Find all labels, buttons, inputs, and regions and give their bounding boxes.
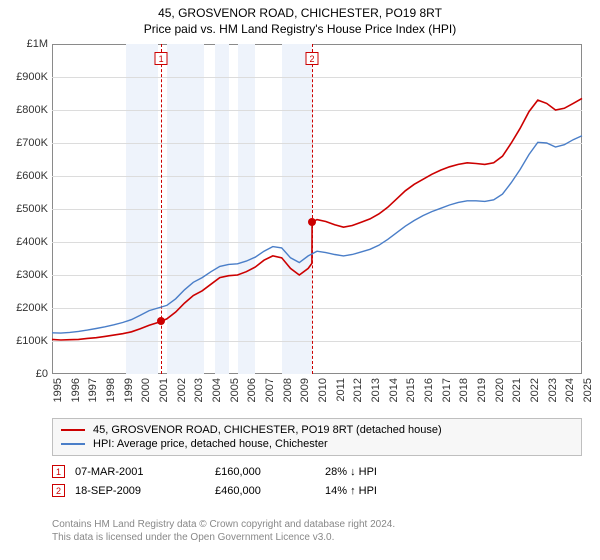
x-tick-label: 2022	[529, 378, 541, 418]
y-tick-label: £600K	[2, 170, 48, 182]
x-tick-label: 1995	[52, 378, 64, 418]
x-tick-label: 2006	[246, 378, 258, 418]
legend-swatch	[61, 443, 85, 445]
y-tick-label: £300K	[2, 269, 48, 281]
x-tick-label: 2023	[547, 378, 559, 418]
x-tick-label: 2013	[370, 378, 382, 418]
sale-delta: 28% ↓ HPI	[325, 466, 455, 478]
footer-line-1: Contains HM Land Registry data © Crown c…	[52, 518, 582, 531]
series-line-hpi	[52, 136, 582, 333]
series-line-subject	[52, 98, 582, 340]
x-tick-label: 2003	[193, 378, 205, 418]
y-tick-label: £700K	[2, 137, 48, 149]
footer-line-2: This data is licensed under the Open Gov…	[52, 531, 582, 544]
x-tick-label: 2010	[317, 378, 329, 418]
x-tick-label: 2007	[264, 378, 276, 418]
legend-area: 45, GROSVENOR ROAD, CHICHESTER, PO19 8RT…	[52, 418, 582, 500]
x-tick-label: 2015	[405, 378, 417, 418]
x-tick-label: 2009	[299, 378, 311, 418]
x-tick-label: 2019	[476, 378, 488, 418]
sales-table: 1 07-MAR-2001 £160,000 28% ↓ HPI 2 18-SEP-200…	[52, 462, 582, 500]
chart-container: 45, GROSVENOR ROAD, CHICHESTER, PO19 8RT…	[0, 0, 600, 560]
y-tick-label: £1M	[2, 38, 48, 50]
x-tick-label: 1997	[87, 378, 99, 418]
x-tick-label: 2018	[458, 378, 470, 418]
sale-row: 2 18-SEP-2009 £460,000 14% ↑ HPI	[52, 481, 582, 500]
sale-delta: 14% ↑ HPI	[325, 485, 455, 497]
x-tick-label: 1996	[70, 378, 82, 418]
y-tick-label: £0	[2, 368, 48, 380]
x-tick-label: 1998	[105, 378, 117, 418]
legend-label: 45, GROSVENOR ROAD, CHICHESTER, PO19 8RT…	[93, 424, 442, 436]
x-tick-label: 2008	[282, 378, 294, 418]
x-tick-label: 2000	[140, 378, 152, 418]
legend-swatch	[61, 429, 85, 431]
sale-row-marker: 2	[52, 484, 65, 497]
sale-marker-box: 2	[306, 52, 319, 65]
x-tick-label: 2012	[352, 378, 364, 418]
plot-area: 12 £0£100K£200K£300K£400K£500K£600K£700K…	[52, 44, 582, 374]
legend-row: HPI: Average price, detached house, Chic…	[61, 437, 573, 451]
legend-label: HPI: Average price, detached house, Chic…	[93, 438, 328, 450]
x-tick-label: 2016	[423, 378, 435, 418]
sale-date: 07-MAR-2001	[75, 466, 205, 478]
legend-row: 45, GROSVENOR ROAD, CHICHESTER, PO19 8RT…	[61, 423, 573, 437]
chart-title: 45, GROSVENOR ROAD, CHICHESTER, PO19 8RT	[0, 0, 600, 20]
x-tick-label: 2005	[229, 378, 241, 418]
x-tick-label: 2011	[335, 378, 347, 418]
x-tick-label: 2020	[494, 378, 506, 418]
x-tick-label: 2002	[176, 378, 188, 418]
y-tick-label: £900K	[2, 71, 48, 83]
y-tick-label: £800K	[2, 104, 48, 116]
y-tick-label: £500K	[2, 203, 48, 215]
series-lines	[52, 44, 582, 374]
x-tick-label: 1999	[123, 378, 135, 418]
y-tick-label: £100K	[2, 335, 48, 347]
sale-marker-dot	[157, 317, 165, 325]
sale-price: £460,000	[215, 485, 315, 497]
legend-box: 45, GROSVENOR ROAD, CHICHESTER, PO19 8RT…	[52, 418, 582, 456]
x-tick-label: 2021	[511, 378, 523, 418]
x-tick-label: 2024	[564, 378, 576, 418]
x-tick-label: 2004	[211, 378, 223, 418]
sale-marker-box: 1	[155, 52, 168, 65]
x-tick-label: 2014	[388, 378, 400, 418]
x-tick-label: 2001	[158, 378, 170, 418]
x-tick-label: 2025	[582, 378, 594, 418]
sale-date: 18-SEP-2009	[75, 485, 205, 497]
chart-subtitle: Price paid vs. HM Land Registry's House …	[0, 20, 600, 36]
sale-row: 1 07-MAR-2001 £160,000 28% ↓ HPI	[52, 462, 582, 481]
y-tick-label: £200K	[2, 302, 48, 314]
y-tick-label: £400K	[2, 236, 48, 248]
sale-row-marker: 1	[52, 465, 65, 478]
x-tick-label: 2017	[441, 378, 453, 418]
footer-attribution: Contains HM Land Registry data © Crown c…	[52, 518, 582, 544]
sale-marker-dot	[308, 218, 316, 226]
sale-price: £160,000	[215, 466, 315, 478]
